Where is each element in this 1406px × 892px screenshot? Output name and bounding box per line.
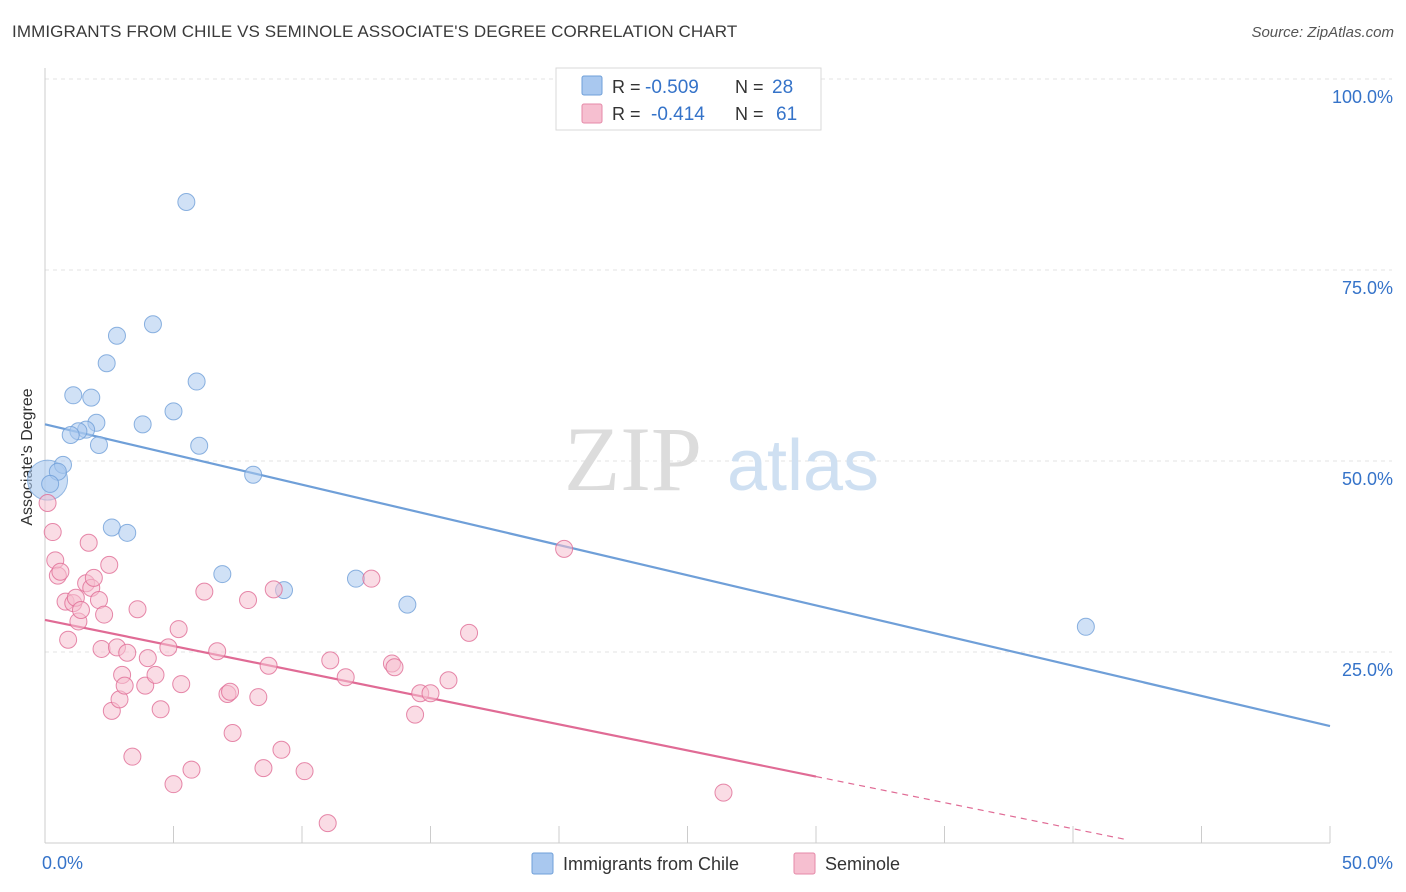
data-point bbox=[172, 675, 191, 694]
legend-n-label-2: N = bbox=[735, 104, 764, 124]
data-point bbox=[439, 671, 458, 690]
y-tick-label: 75.0% bbox=[1342, 278, 1393, 298]
data-point bbox=[555, 539, 574, 558]
data-point bbox=[38, 494, 57, 513]
y-tick-label: 50.0% bbox=[1342, 469, 1393, 489]
data-point bbox=[118, 643, 137, 662]
data-point bbox=[169, 620, 188, 639]
legend-r-label-2: R = bbox=[612, 104, 641, 124]
x-tick-label: 50.0% bbox=[1342, 853, 1393, 873]
grid-lines bbox=[45, 78, 1392, 653]
legend-swatch-seminole bbox=[581, 103, 603, 124]
data-point bbox=[295, 762, 314, 781]
data-point bbox=[107, 326, 126, 345]
data-point bbox=[182, 760, 201, 779]
watermark-atlas: atlas bbox=[727, 426, 879, 506]
data-point bbox=[254, 759, 273, 778]
y-tick-label: 100.0% bbox=[1332, 87, 1393, 107]
bottom-legend-label-seminole: Seminole bbox=[825, 854, 900, 874]
data-point bbox=[128, 600, 147, 619]
data-point bbox=[43, 523, 62, 542]
data-point bbox=[362, 569, 381, 588]
watermark: ZIP atlas bbox=[564, 408, 879, 510]
data-point bbox=[239, 591, 258, 610]
data-point bbox=[318, 814, 337, 833]
data-point bbox=[79, 533, 98, 552]
data-point bbox=[195, 582, 214, 601]
bottom-legend-swatch-seminole bbox=[793, 852, 816, 875]
data-point bbox=[223, 723, 242, 742]
data-point bbox=[64, 386, 83, 405]
data-point bbox=[82, 388, 101, 407]
data-point bbox=[346, 569, 365, 588]
data-point bbox=[264, 580, 283, 599]
data-point bbox=[406, 705, 425, 724]
bottom-legend-label-chile: Immigrants from Chile bbox=[563, 854, 739, 874]
data-point bbox=[102, 518, 121, 537]
data-point bbox=[138, 649, 157, 668]
legend-n-label-1: N = bbox=[735, 77, 764, 97]
legend-r-value-1: -0.509 bbox=[645, 77, 699, 98]
data-point bbox=[95, 605, 114, 624]
data-point bbox=[190, 436, 209, 455]
legend-n-value-1: 28 bbox=[772, 77, 793, 98]
data-point bbox=[146, 665, 165, 684]
data-point bbox=[272, 740, 291, 759]
data-point bbox=[321, 651, 340, 670]
data-point bbox=[177, 193, 196, 212]
tick-labels: 100.0% 75.0% 50.0% 25.0% 0.0% 50.0% bbox=[42, 87, 1393, 873]
legend-swatch-chile bbox=[581, 75, 603, 96]
data-point bbox=[118, 523, 137, 542]
data-point bbox=[714, 783, 733, 802]
data-point bbox=[398, 595, 417, 614]
data-point bbox=[61, 426, 80, 445]
data-point bbox=[143, 315, 162, 334]
data-point bbox=[89, 435, 108, 454]
data-point bbox=[208, 642, 227, 661]
data-point bbox=[159, 638, 178, 657]
data-point bbox=[187, 372, 206, 391]
data-point bbox=[115, 676, 134, 695]
trend-line-1-1 bbox=[815, 775, 1125, 840]
correlation-legend: R = -0.509 N = 28 R = -0.414 N = 61 bbox=[555, 67, 822, 131]
data-point bbox=[259, 656, 278, 675]
bottom-legend-swatch-chile bbox=[531, 852, 554, 875]
data-point bbox=[221, 682, 240, 701]
data-point bbox=[249, 688, 268, 707]
data-point bbox=[71, 600, 90, 619]
data-point bbox=[164, 775, 183, 794]
chart-title: IMMIGRANTS FROM CHILE VS SEMINOLE ASSOCI… bbox=[12, 22, 738, 41]
data-point bbox=[1076, 617, 1095, 636]
series-legend: Immigrants from Chile Seminole bbox=[531, 852, 900, 875]
data-point bbox=[97, 354, 116, 373]
watermark-zip: ZIP bbox=[564, 408, 702, 510]
legend-r-label-1: R = bbox=[612, 77, 641, 97]
y-tick-label: 25.0% bbox=[1342, 660, 1393, 680]
data-point bbox=[51, 562, 70, 581]
data-point bbox=[84, 568, 103, 587]
data-point bbox=[336, 668, 355, 687]
data-point bbox=[41, 474, 60, 493]
data-point bbox=[244, 465, 263, 484]
data-points bbox=[27, 193, 1095, 833]
legend-n-value-2: 61 bbox=[776, 104, 797, 125]
x-tick-label: 0.0% bbox=[42, 853, 83, 873]
data-point bbox=[59, 630, 78, 649]
data-point bbox=[385, 658, 404, 677]
axes bbox=[44, 68, 1331, 844]
data-point bbox=[133, 415, 152, 434]
data-point bbox=[92, 639, 111, 658]
data-point bbox=[151, 700, 170, 719]
data-point bbox=[421, 684, 440, 703]
data-point bbox=[164, 402, 183, 421]
data-point bbox=[213, 565, 232, 584]
source-label: Source: ZipAtlas.com bbox=[1251, 24, 1394, 41]
data-point bbox=[460, 623, 479, 642]
data-point bbox=[123, 747, 142, 766]
data-point bbox=[100, 555, 119, 574]
legend-r-value-2: -0.414 bbox=[651, 104, 705, 125]
